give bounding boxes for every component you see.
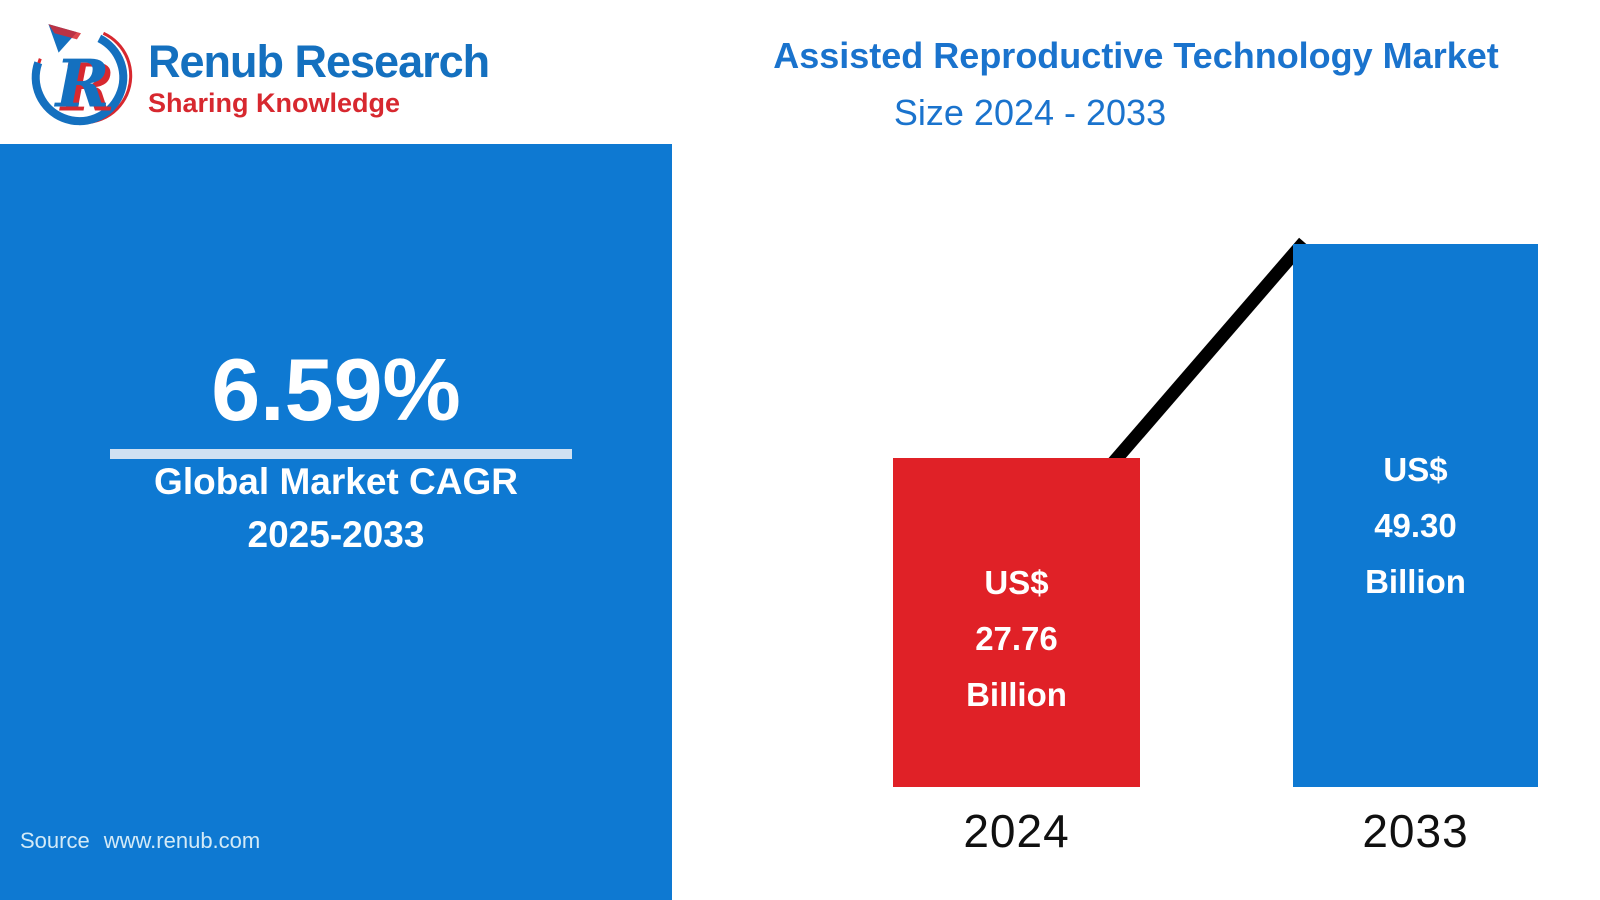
bar-2033-value: US$ 49.30 Billion	[1365, 442, 1466, 610]
brand-tagline: Sharing Knowledge	[148, 87, 401, 118]
cagr-value: 6.59%	[211, 340, 461, 439]
cagr-divider	[110, 449, 572, 459]
brand-logo: R R Renub Research Sharing Knowledge	[24, 18, 664, 136]
page-subtitle: Size 2024 - 2033	[893, 92, 1167, 133]
axis-label-2024: 2024	[963, 805, 1070, 857]
cagr-panel: 6.59% Global Market CAGR 2025-2033 Sourc…	[0, 144, 672, 900]
svg-text:R: R	[59, 51, 115, 127]
source-label: Source	[20, 828, 90, 853]
bar-2024-currency: US$	[984, 563, 1049, 601]
axis-label-2033: 2033	[1362, 805, 1469, 857]
bar-2033-unit: Billion	[1365, 562, 1466, 600]
bar-2033-amount: 49.30	[1374, 506, 1457, 544]
bar-2024-value: US$ 27.76 Billion	[966, 555, 1067, 723]
bar-2024-unit: Billion	[966, 675, 1067, 713]
source-note: Source www.renub.com	[20, 828, 260, 854]
cagr-label-line2: 2025-2033	[247, 514, 425, 555]
svg-text:R: R	[54, 47, 110, 123]
cagr-label-line1: Global Market CAGR	[154, 461, 518, 502]
source-url: www.renub.com	[103, 828, 261, 853]
bar-2024: US$ 27.76 Billion	[893, 458, 1140, 787]
page-title: Assisted Reproductive Technology Market	[773, 35, 1499, 76]
renub-circular-arrow-r-icon: R R	[31, 24, 133, 127]
bar-2033: US$ 49.30 Billion	[1293, 244, 1538, 787]
bar-2033-currency: US$	[1383, 450, 1448, 488]
brand-name: Renub Research	[148, 35, 490, 87]
brand-text-block: Renub Research Sharing Knowledge	[148, 35, 490, 118]
bar-2024-amount: 27.76	[975, 619, 1058, 657]
